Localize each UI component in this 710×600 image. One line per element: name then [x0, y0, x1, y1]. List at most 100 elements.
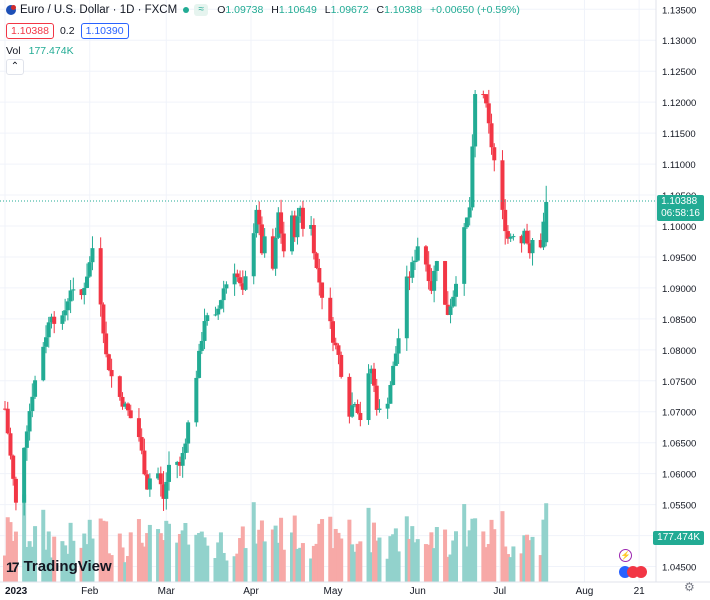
volume-bar-139 — [530, 536, 535, 582]
candle-body-56 — [216, 308, 221, 315]
volume-bar-27 — [104, 521, 109, 582]
volume-bar-15 — [60, 541, 65, 582]
candle-body-6 — [24, 431, 29, 448]
collapse-legend-button[interactable]: ⌃ — [6, 59, 24, 75]
compare-icon[interactable]: ≈ — [194, 4, 209, 16]
price-tick-3: 1.12000 — [662, 98, 696, 109]
volume-bar-29 — [109, 555, 114, 582]
time-tick-8: 21 — [634, 586, 646, 597]
time-axis: 2023 Feb Mar Apr May Jun Jul Aug 21 — [5, 586, 645, 597]
candle-body-42 — [161, 484, 166, 499]
candle-body-58 — [221, 288, 226, 301]
volume-bar-84 — [320, 519, 325, 582]
candle-body-73 — [279, 212, 284, 234]
volume-bar-0 — [3, 555, 7, 582]
candle-body-114 — [434, 261, 439, 271]
volume-bar-44 — [167, 523, 171, 582]
candle-body-109 — [415, 246, 420, 261]
candle-body-133 — [508, 236, 513, 239]
volume-bar-123 — [470, 518, 475, 582]
volume-bar-108 — [413, 542, 417, 582]
candle-body-141 — [541, 221, 546, 248]
candle-body-117 — [448, 306, 453, 315]
candle-body-60 — [232, 273, 237, 285]
volume-bar-96 — [369, 552, 374, 582]
candle-body-84 — [320, 282, 325, 298]
candle-body-51 — [197, 350, 202, 378]
candle-body-59 — [224, 284, 229, 289]
candle-body-96 — [369, 368, 374, 374]
buy-button[interactable]: 1.10390 — [80, 23, 129, 39]
volume-bar-32 — [123, 562, 128, 582]
candle-body-77 — [295, 216, 300, 238]
volume-bar-62 — [238, 538, 243, 582]
tradingview-mark-icon: 17 — [6, 558, 20, 575]
volume-bar-124 — [473, 518, 478, 582]
candle-body-49 — [186, 422, 191, 444]
volume-bar-53 — [202, 537, 207, 582]
volume-bar-119 — [454, 531, 458, 582]
volume-bar-34 — [128, 532, 133, 582]
chart-grid — [0, 0, 656, 582]
candle-body-30 — [117, 376, 122, 397]
volume-bar-81 — [311, 545, 316, 582]
candle-body-21 — [82, 287, 87, 296]
candle-body-67 — [257, 209, 262, 225]
candle-body-39 — [147, 478, 152, 490]
volume-bar-60 — [232, 556, 237, 582]
lightning-event-icon[interactable]: ⚡ — [619, 549, 632, 562]
volume-bar-13 — [49, 557, 54, 582]
candle-body-50 — [194, 377, 199, 423]
volume-bar-97 — [372, 522, 376, 582]
volume-bar-130 — [500, 511, 505, 582]
candle-body-98 — [374, 385, 379, 410]
settings-gear-icon[interactable]: ⚙ — [684, 580, 695, 594]
price-tick-2: 1.12500 — [662, 67, 696, 78]
volume-bar-6 — [24, 546, 29, 582]
volume-bar-30 — [117, 533, 122, 582]
time-tick-7: Aug — [576, 586, 594, 597]
candle-body-105 — [404, 276, 409, 339]
volume-bar-135 — [519, 553, 524, 582]
volume-bar-129 — [492, 529, 497, 582]
volume-bar-140 — [538, 555, 543, 582]
volume-bar-17 — [65, 553, 70, 582]
volume-bar-112 — [429, 532, 434, 582]
candle-body-100 — [385, 403, 390, 409]
candle-body-0 — [3, 408, 7, 410]
volume-bar-133 — [508, 557, 513, 582]
volume-bar-106 — [407, 538, 412, 582]
volume-bar-141 — [541, 519, 546, 582]
volume-bar-102 — [391, 534, 396, 582]
sell-button[interactable]: 1.10388 — [6, 23, 54, 39]
candle-body-2 — [8, 433, 13, 456]
volume-bar-59 — [224, 560, 229, 582]
candle-body-32 — [123, 403, 128, 407]
price-tick-11: 1.08000 — [662, 346, 696, 357]
price-tick-8: 1.09500 — [662, 253, 696, 264]
volume-bar-16 — [63, 545, 68, 582]
volume-bar-50 — [194, 534, 199, 582]
candle-body-71 — [273, 237, 278, 269]
candle-body-113 — [432, 270, 437, 291]
symbol-title[interactable]: Euro / U.S. Dollar · 1D · FXCM — [20, 4, 178, 16]
candle-body-26 — [101, 304, 106, 334]
volume-bar-105 — [404, 516, 409, 582]
volume-bar-43 — [164, 520, 169, 582]
tradingview-logo[interactable]: 17 TradingView — [6, 558, 112, 575]
candle-body-37 — [142, 450, 147, 475]
candle-body-94 — [358, 412, 363, 421]
volume-bar-101 — [388, 536, 393, 582]
volume-bar-37 — [142, 546, 147, 582]
candle-body-125 — [481, 94, 486, 96]
candle-body-142 — [544, 201, 549, 243]
candle-body-78 — [298, 207, 303, 217]
candle-body-70 — [270, 236, 275, 269]
candle-body-127 — [486, 103, 491, 124]
candle-body-92 — [352, 404, 357, 406]
volume-bar-75 — [290, 532, 294, 582]
us-event-icon-3[interactable] — [635, 566, 647, 578]
candle-body-31 — [120, 396, 125, 407]
price-tick-15: 1.06000 — [662, 470, 696, 481]
